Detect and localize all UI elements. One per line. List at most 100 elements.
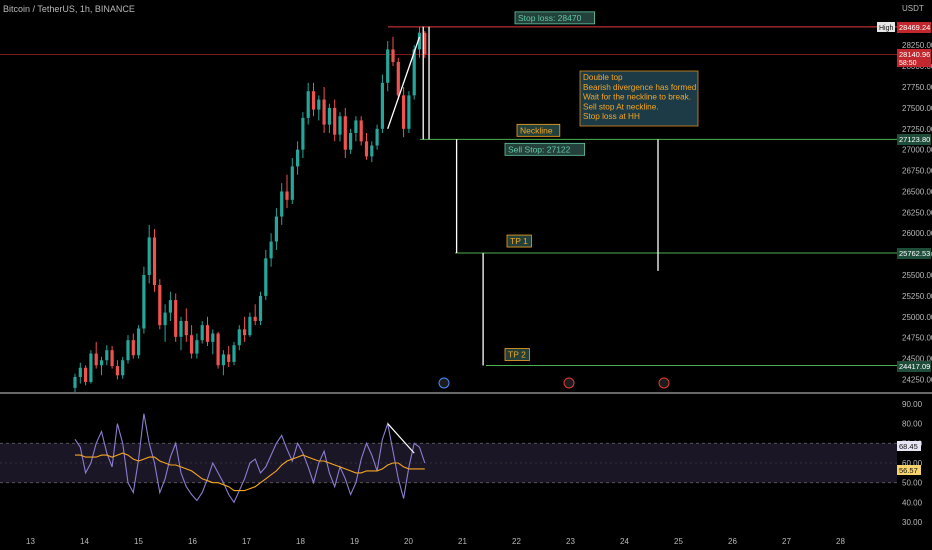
- price-tag-countdown: 58:50: [899, 60, 917, 67]
- candle-body: [205, 325, 210, 342]
- price-tick-label: 24500.00: [902, 355, 932, 364]
- price-tick-label: 26250.00: [902, 208, 932, 217]
- time-tick-label: 17: [242, 537, 251, 546]
- time-tick-label: 27: [782, 537, 791, 546]
- high-tag-box: [877, 22, 895, 32]
- price-tick-label: 27500.00: [902, 104, 932, 113]
- candle-body: [311, 91, 316, 110]
- earnings-icon[interactable]: [563, 377, 575, 389]
- candle-body: [317, 99, 321, 110]
- candle-body: [412, 49, 416, 96]
- rsi-tick-label: 90.00: [902, 400, 923, 409]
- price-tag-box: [897, 22, 931, 33]
- flash-icon[interactable]: [438, 377, 450, 389]
- analysis-note-line: Double top: [583, 73, 623, 82]
- candle-body: [163, 312, 167, 326]
- time-tick-label: 18: [296, 537, 305, 546]
- candle-body: [359, 120, 363, 142]
- candle-body: [391, 49, 395, 62]
- candle-body: [73, 376, 77, 388]
- tp2-label-box: [504, 348, 530, 361]
- price-tag-value: 27123.80: [899, 135, 930, 144]
- candle-body: [349, 132, 353, 150]
- candle-body: [322, 99, 326, 125]
- candle-body: [131, 340, 135, 356]
- candle-body: [333, 107, 337, 135]
- neckline-label-box: [516, 123, 561, 137]
- rsi-tick-label: 80.00: [902, 420, 923, 429]
- candle-body: [195, 340, 199, 354]
- stop-loss-label: Stop loss: 28470: [518, 13, 582, 23]
- time-tick-label: 25: [674, 537, 683, 546]
- rsi-series-line: [74, 413, 426, 504]
- price-tick-label: 27250.00: [902, 125, 932, 134]
- tp2-label: TP 2: [508, 350, 526, 360]
- analysis-note-line: Stop loss at HH: [583, 112, 640, 121]
- time-tick-label: 20: [404, 537, 413, 546]
- time-tick-label: 19: [350, 537, 359, 546]
- analysis-note-line: Bearish divergence has formed: [583, 83, 697, 92]
- price-tick-label: 27750.00: [902, 83, 932, 92]
- event-icons[interactable]: [438, 377, 670, 389]
- high-tag-label: High: [879, 25, 894, 32]
- price-tag-value: 28469.24: [899, 23, 930, 32]
- candle-body: [417, 32, 422, 50]
- price-tick-label: 27000.00: [902, 146, 932, 155]
- price-tag-box: [897, 49, 931, 67]
- candle-body: [375, 128, 379, 146]
- rsi-tag-value: 68.45: [899, 442, 918, 451]
- price-levels[interactable]: Stop loss: 28470 Neckline Sell Stop: 27122…: [0, 11, 897, 367]
- candle-body: [354, 120, 358, 133]
- price-tag-box: [897, 248, 931, 259]
- candle-body: [343, 116, 347, 150]
- candle-body: [152, 237, 157, 286]
- price-tick-label: 25500.00: [902, 271, 932, 280]
- candle-body: [301, 117, 305, 150]
- time-tick-label: 26: [728, 537, 737, 546]
- candle-body: [142, 275, 146, 329]
- candle-body: [269, 241, 273, 259]
- trend-line: [387, 36, 421, 130]
- candle-body: [137, 328, 141, 356]
- tp1-label-box: [506, 234, 532, 248]
- candle-body: [221, 354, 225, 366]
- rsi-tick-label: 60.00: [902, 459, 923, 468]
- candle-body: [200, 325, 204, 341]
- candle-body: [258, 295, 263, 321]
- candle-body: [105, 350, 109, 361]
- candle-body: [396, 61, 400, 96]
- rsi-tag-box: [897, 441, 921, 451]
- candle-body: [78, 367, 82, 377]
- time-tick-label: 22: [512, 537, 521, 546]
- rsi-tick-label: 40.00: [902, 498, 923, 507]
- price-tag-value: 24417.09: [899, 362, 930, 371]
- analysis-note-line: Wait for the neckline to break.: [583, 93, 691, 102]
- candle-body: [253, 316, 257, 321]
- rsi-band: [0, 443, 897, 483]
- rsi-tag-value: 56.57: [899, 466, 918, 475]
- candle-body: [338, 116, 342, 135]
- price-tick-label: 26500.00: [902, 187, 932, 196]
- drawing-annotations[interactable]: [387, 26, 659, 366]
- analysis-note-box: [579, 70, 699, 127]
- tp1-label: TP 1: [510, 236, 528, 246]
- currency-label: USDT: [902, 4, 924, 13]
- candle-body: [110, 350, 114, 367]
- candle-body: [243, 329, 247, 336]
- rsi-tick-label: 50.00: [902, 479, 923, 488]
- candle-body: [248, 316, 252, 336]
- candle-body: [190, 335, 194, 354]
- candle-body: [121, 360, 125, 376]
- earnings-icon[interactable]: [658, 377, 670, 389]
- chart-symbol-title: Bitcoin / TetherUS, 1h, BINANCE: [3, 4, 135, 14]
- stop-loss-label-box: [514, 11, 595, 25]
- analysis-note-line: Sell stop At neckline.: [583, 102, 659, 111]
- price-tick-label: 28250.00: [902, 41, 932, 50]
- candlestick-series: [73, 26, 427, 392]
- price-tick-label: 24250.00: [902, 375, 932, 384]
- price-tag-value: 28140.96: [899, 50, 930, 59]
- price-tags: High28472.0028469.2428140.9658:5027123.8…: [877, 22, 931, 475]
- rsi-tick-label: 30.00: [902, 518, 923, 527]
- candle-body: [158, 285, 162, 326]
